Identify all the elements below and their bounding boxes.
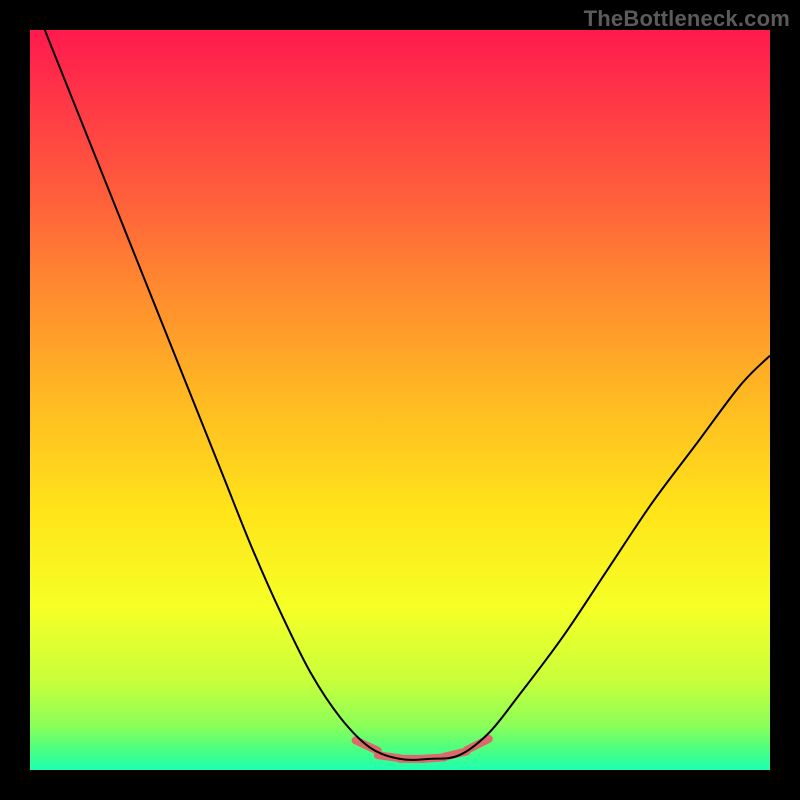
chart-frame: TheBottleneck.com [0,0,800,800]
watermark-text: TheBottleneck.com [584,6,790,32]
plot-gradient-bg [30,30,770,770]
plot-svg [30,30,770,770]
plot-area [30,30,770,770]
